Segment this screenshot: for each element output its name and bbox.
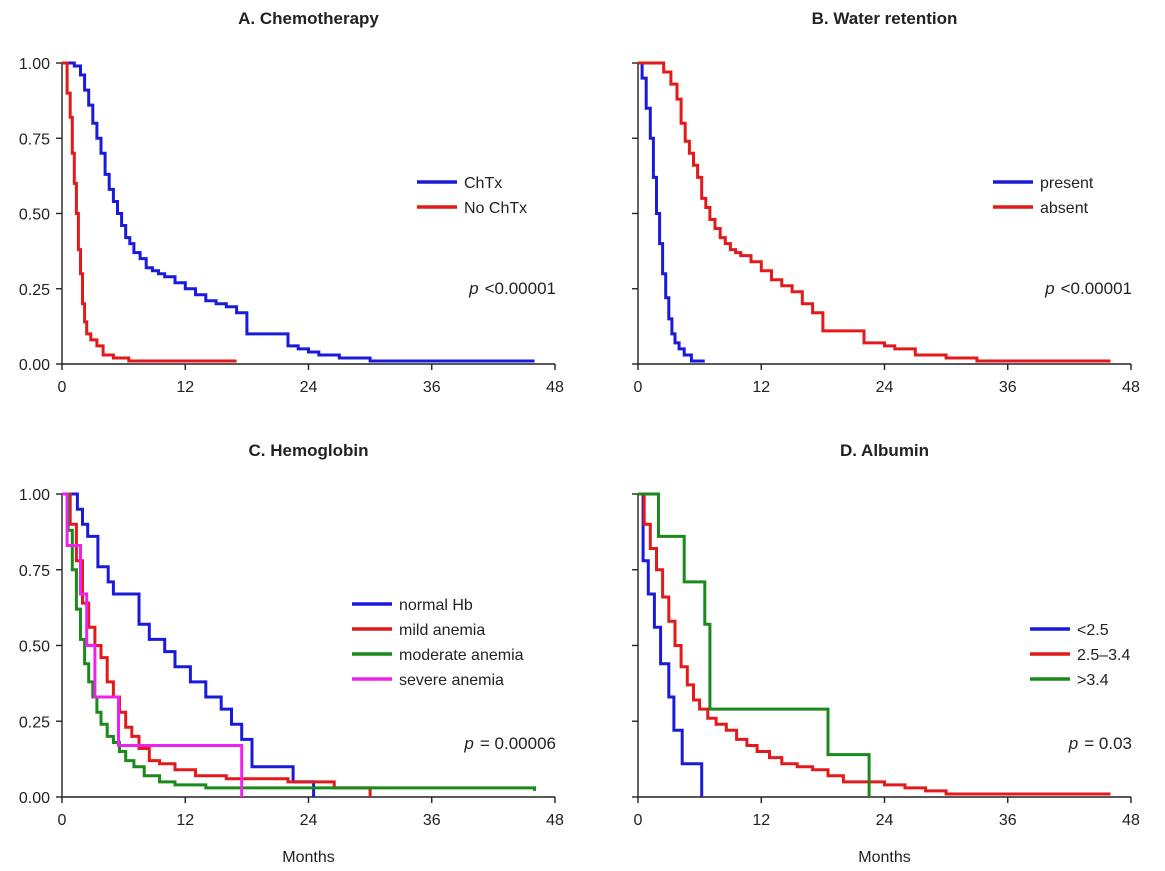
km-curve-mild-anemia bbox=[62, 492, 372, 797]
x-tick-label: 48 bbox=[1122, 812, 1140, 829]
km-curve-moderate-anemia bbox=[62, 492, 536, 791]
p-prefix: p bbox=[463, 734, 473, 753]
x-tick-label: 12 bbox=[752, 812, 770, 829]
km-curve-normal-hb bbox=[62, 492, 316, 797]
x-tick-label: 24 bbox=[300, 812, 318, 829]
chart-title: B. Water retention bbox=[812, 9, 958, 28]
legend-label: present bbox=[1040, 175, 1094, 192]
y-tick-label: 0.50 bbox=[19, 207, 50, 224]
x-tick-label: 36 bbox=[999, 379, 1017, 396]
chart-title: D. Albumin bbox=[840, 441, 929, 460]
y-tick-label: 0.25 bbox=[19, 714, 50, 731]
p-value-text: <0.00001 bbox=[485, 279, 556, 298]
p-value: p <0.00001 bbox=[1044, 279, 1132, 298]
legend-label: ChTx bbox=[464, 175, 502, 192]
p-value-text: = 0.03 bbox=[1084, 734, 1132, 753]
x-tick-label: 0 bbox=[58, 812, 67, 829]
y-tick-label: 1.00 bbox=[19, 56, 50, 73]
legend-label: absent bbox=[1040, 200, 1089, 217]
p-value: p <0.00001 bbox=[468, 279, 556, 298]
legend-label: <2.5 bbox=[1077, 622, 1109, 639]
x-tick-label: 48 bbox=[546, 812, 564, 829]
legend-label: >3.4 bbox=[1077, 672, 1109, 689]
x-tick-label: 24 bbox=[876, 379, 894, 396]
axes bbox=[637, 494, 1131, 798]
p-prefix: p bbox=[468, 279, 478, 298]
y-tick-label: 0.25 bbox=[19, 282, 50, 299]
panel-d: D. Albumin 0 12 24 36 48 Months <2.5 2.5–3.4 >3.4… bbox=[632, 441, 1140, 866]
panel-a: A. Chemotherapy 0 12 24 36 48 0.00 0.25 0.50 0.75… bbox=[19, 9, 564, 396]
x-tick-label: 12 bbox=[176, 379, 194, 396]
km-curve-absent bbox=[638, 61, 1111, 363]
y-tick-label: 0.75 bbox=[19, 563, 50, 580]
p-value: p = 0.03 bbox=[1068, 734, 1132, 753]
legend-label: normal Hb bbox=[399, 597, 473, 614]
km-curve-no-chtx bbox=[62, 61, 237, 363]
x-tick-label: 36 bbox=[423, 812, 441, 829]
x-tick-label: 12 bbox=[176, 812, 194, 829]
y-tick-label: 0.75 bbox=[19, 131, 50, 148]
p-value-text: = 0.00006 bbox=[480, 734, 556, 753]
x-tick-label: 24 bbox=[300, 379, 318, 396]
p-prefix: p bbox=[1044, 279, 1054, 298]
y-tick-label: 0.00 bbox=[19, 790, 50, 807]
x-axis-label: Months bbox=[858, 849, 910, 866]
y-tick-label: 1.00 bbox=[19, 487, 50, 504]
legend-label: mild anemia bbox=[399, 622, 485, 639]
x-axis-label: Months bbox=[282, 849, 334, 866]
km-curve-2-5-3-4 bbox=[638, 492, 1111, 796]
x-tick-label: 12 bbox=[752, 379, 770, 396]
x-tick-label: 36 bbox=[423, 379, 441, 396]
km-curve-severe-anemia bbox=[62, 492, 244, 797]
p-value: p = 0.00006 bbox=[463, 734, 556, 753]
x-tick-label: 48 bbox=[1122, 379, 1140, 396]
x-tick-label: 48 bbox=[546, 379, 564, 396]
y-tick-label: 0.50 bbox=[19, 639, 50, 656]
km-curve--2-5 bbox=[638, 492, 704, 797]
panel-c: C. Hemoglobin 0 12 24 36 48 0.00 0.25 0.50 0.75 1.… bbox=[19, 441, 564, 866]
p-value-text: <0.00001 bbox=[1061, 279, 1132, 298]
km-curve--3-4 bbox=[638, 492, 871, 797]
x-tick-label: 0 bbox=[634, 812, 643, 829]
p-prefix: p bbox=[1068, 734, 1078, 753]
legend-label: 2.5–3.4 bbox=[1077, 647, 1130, 664]
legend-label: moderate anemia bbox=[399, 647, 524, 664]
km-curve-present bbox=[638, 61, 705, 363]
y-tick-label: 0.00 bbox=[19, 357, 50, 374]
chart-title: C. Hemoglobin bbox=[249, 441, 369, 460]
chart-title: A. Chemotherapy bbox=[238, 9, 379, 28]
panel-b: B. Water retention 0 12 24 36 48 present absent… bbox=[632, 9, 1140, 396]
legend-label: No ChTx bbox=[464, 200, 527, 217]
x-tick-label: 0 bbox=[58, 379, 67, 396]
km-curve-chtx bbox=[62, 61, 535, 363]
x-tick-label: 0 bbox=[634, 379, 643, 396]
x-tick-label: 24 bbox=[876, 812, 894, 829]
legend-label: severe anemia bbox=[399, 672, 504, 689]
x-tick-label: 36 bbox=[999, 812, 1017, 829]
